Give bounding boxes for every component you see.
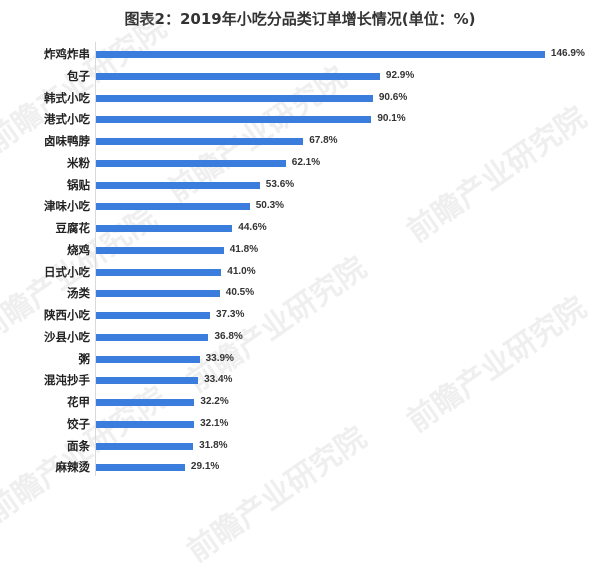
bar (96, 290, 220, 298)
value-label: 40.5% (225, 287, 255, 299)
bar-row: 卤味鸭脖 67.8% (0, 131, 600, 151)
bar-row: 面条 31.8% (0, 436, 600, 456)
value-label: 90.6% (378, 91, 408, 103)
value-label: 36.8% (214, 330, 243, 342)
bar (96, 116, 372, 124)
chart-title: 图表2：2019年小吃分品类订单增长情况(单位：%) (124, 10, 476, 28)
value-label: 146.9% (550, 48, 585, 59)
category-label: 包子 (67, 68, 90, 83)
bar (96, 203, 250, 211)
bar (96, 333, 209, 341)
value-label: 29.1% (190, 461, 220, 473)
bar (96, 246, 224, 254)
category-label: 沙县小吃 (44, 329, 90, 344)
value-label: 37.3% (215, 309, 245, 320)
bar-row: 米粉 62.1% (0, 153, 600, 173)
category-label: 烧鸡 (67, 242, 90, 257)
bar-row: 烧鸡 41.8% (0, 240, 600, 260)
bar (96, 442, 194, 450)
bar-row: 陕西小吃 37.3% (0, 305, 600, 325)
category-label: 汤类 (67, 286, 90, 301)
bar-row: 炸鸡炸串 146.9% (0, 44, 600, 64)
bar (96, 94, 373, 102)
category-label: 津味小吃 (44, 199, 90, 214)
category-label: 港式小吃 (44, 112, 90, 127)
bar-row: 包子 92.9% (0, 66, 600, 86)
value-label: 32.1% (200, 417, 229, 429)
bar-row: 麻辣烫 29.1% (0, 457, 600, 477)
category-label: 麻辣烫 (55, 460, 91, 475)
bar (96, 181, 260, 189)
category-label: 花甲 (67, 395, 90, 409)
bar (96, 268, 222, 276)
category-label: 饺子 (67, 416, 90, 431)
bar (96, 399, 195, 406)
bar (96, 225, 233, 232)
bar (96, 420, 195, 428)
bar (96, 51, 545, 58)
bar-row: 日式小吃 41.0% (0, 262, 600, 282)
value-label: 62.1% (291, 156, 321, 168)
bar (96, 377, 199, 385)
category-label: 混沌抄手 (44, 373, 90, 388)
value-label: 33.9% (205, 352, 234, 364)
category-label: 卤味鸭脖 (44, 134, 90, 148)
bar-row: 粥 33.9% (0, 349, 600, 369)
value-label: 31.8% (199, 439, 228, 451)
value-label: 32.2% (200, 396, 229, 407)
y-axis-line (95, 42, 96, 476)
bar-row: 豆腐花 44.6% (0, 218, 600, 238)
bar-row: 饺子 32.1% (0, 414, 600, 434)
bar (96, 464, 185, 472)
value-label: 92.9% (385, 69, 415, 81)
bar-row: 港式小吃 90.1% (0, 109, 600, 129)
bar-row: 花甲 32.2% (0, 392, 600, 412)
category-label: 日式小吃 (44, 264, 90, 279)
category-label: 韩式小吃 (44, 90, 90, 105)
category-label: 炸鸡炸串 (44, 47, 90, 61)
category-label: 陕西小吃 (44, 308, 90, 322)
category-label: 锅贴 (67, 177, 90, 192)
bar (96, 312, 210, 319)
value-label: 44.6% (238, 222, 267, 233)
bar (96, 138, 304, 145)
category-label: 粥 (78, 351, 91, 366)
bar-row: 韩式小吃 90.6% (0, 88, 600, 108)
value-label: 67.8% (309, 135, 338, 146)
value-label: 50.3% (255, 200, 285, 212)
category-label: 米粉 (67, 155, 90, 170)
bar-row: 锅贴 53.6% (0, 175, 600, 195)
value-label: 90.1% (377, 113, 406, 125)
value-label: 53.6% (265, 178, 295, 190)
bar-row: 混沌抄手 33.4% (0, 370, 600, 390)
bar (96, 72, 380, 80)
bar-row: 汤类 40.5% (0, 283, 600, 303)
bar-row: 沙县小吃 36.8% (0, 327, 600, 347)
bar (96, 159, 286, 167)
value-label: 41.8% (229, 243, 259, 255)
value-label: 41.0% (227, 265, 256, 277)
category-label: 豆腐花 (55, 221, 91, 235)
bar (96, 355, 200, 363)
value-label: 33.4% (204, 374, 233, 386)
bar-row: 津味小吃 50.3% (0, 196, 600, 216)
category-label: 面条 (67, 438, 90, 453)
